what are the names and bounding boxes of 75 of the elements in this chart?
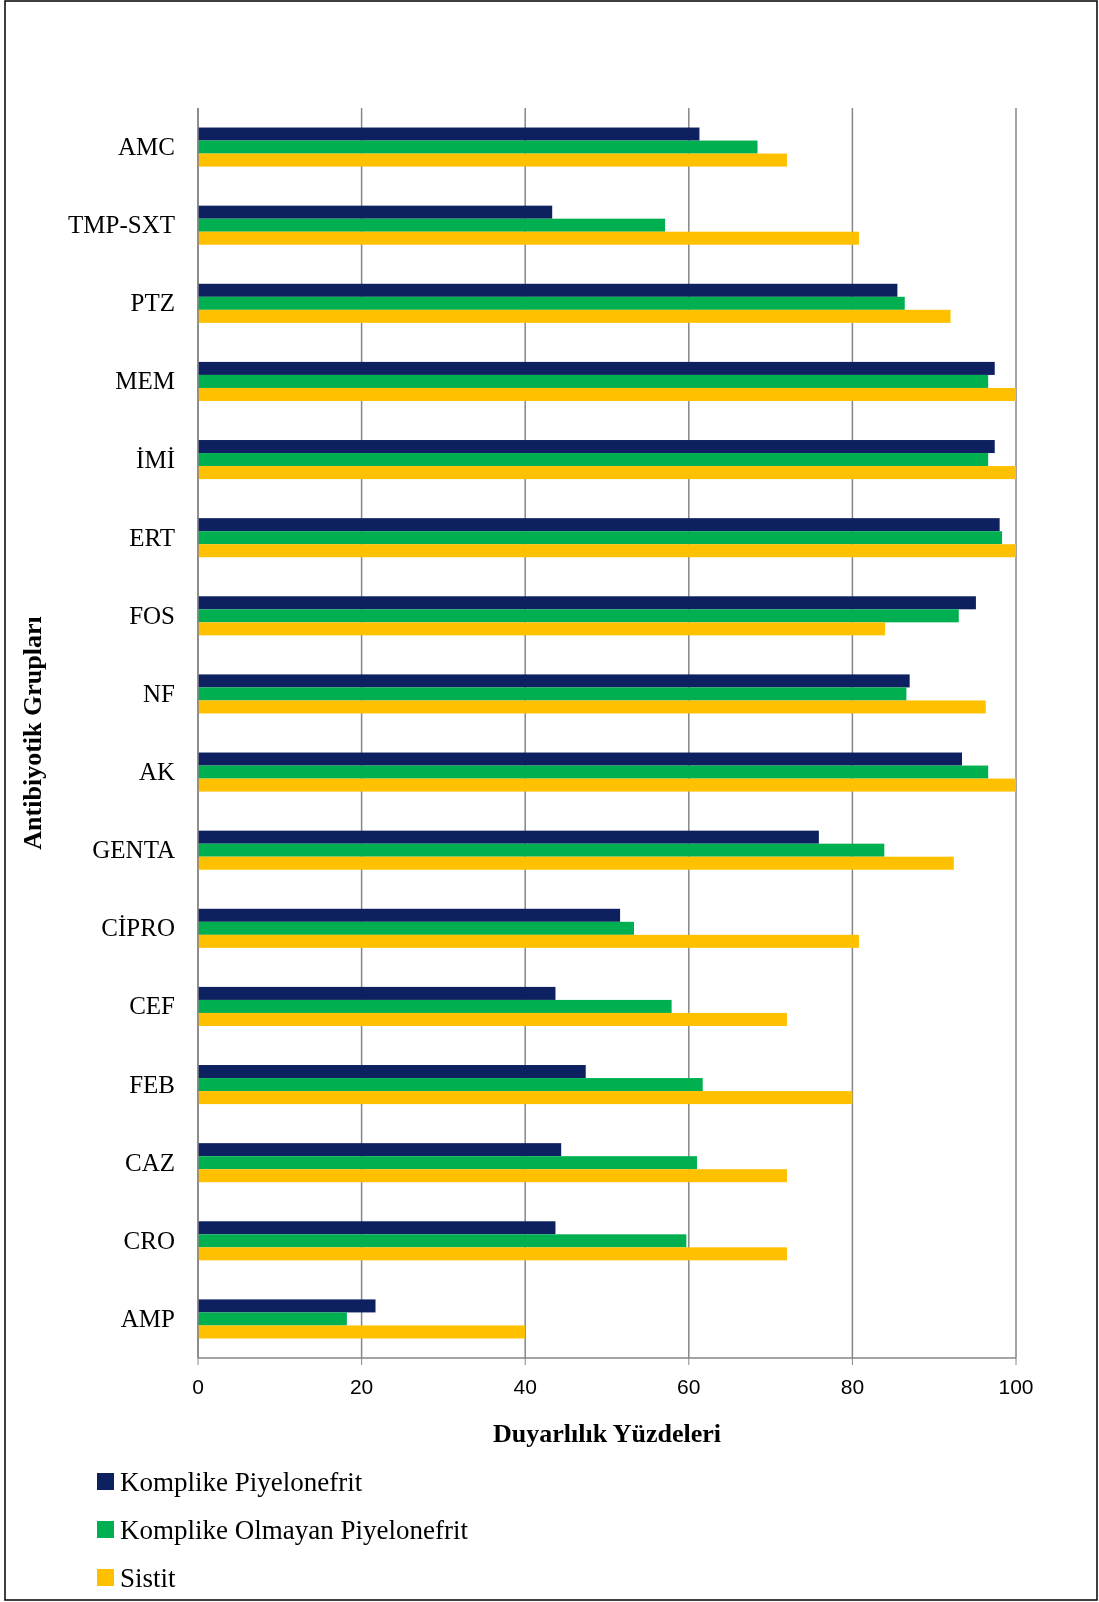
x-tick-label: 80 [840,1375,865,1398]
x-tick-label: 60 [677,1375,701,1398]
legend-label: Komplike Olmayan Piyelonefrit [120,1515,469,1545]
bar [198,921,634,935]
bar [198,1143,562,1157]
bar [198,856,954,870]
bar [198,609,959,623]
bar [198,1234,687,1248]
bar [198,934,859,948]
bar [198,700,986,714]
bar [198,1078,703,1092]
y-tick-label: AMC [118,133,175,161]
y-tick-label: CRO [123,1226,175,1254]
legend-label: Komplike Piyelonefrit [120,1467,363,1497]
y-tick-label: AK [138,758,175,786]
bar [198,778,1016,792]
bar [198,765,989,779]
bar [198,518,1000,532]
x-tick-label: 20 [349,1375,374,1398]
bar [198,296,905,310]
bar [198,1312,347,1326]
bar [198,544,1016,558]
bar [198,153,787,167]
bar [198,1065,586,1079]
x-tick-label: 0 [192,1375,204,1398]
bar [198,622,886,636]
bar [198,1325,526,1339]
bar [198,1247,787,1261]
bar [198,999,672,1013]
bar [198,140,758,154]
bar [198,1012,787,1026]
y-tick-label: AMP [120,1304,175,1332]
y-tick-label: NF [143,679,175,707]
bar [198,387,1016,401]
bar [198,843,885,857]
bar [198,596,976,610]
y-axis-title: Antibiyotik Grupları [18,616,47,850]
bar [198,752,963,766]
bar [198,361,995,375]
legend-label: Sistit [120,1563,177,1593]
y-tick-label: İMİ [136,445,175,473]
y-tick-label: FEB [129,1070,175,1098]
bar [198,674,910,688]
bar [198,1156,697,1170]
x-axis-title: Duyarlılık Yüzdeleri [493,1419,721,1448]
x-tick-label: 100 [998,1375,1034,1398]
bar [198,830,819,844]
bar [198,1299,376,1313]
bar [198,986,556,1000]
bar [198,231,859,245]
bar [198,466,1016,480]
y-tick-label: CAZ [125,1148,175,1176]
bar [198,127,700,141]
y-tick-label: CEF [129,992,175,1020]
y-tick-label: ERT [129,523,175,551]
bar [198,309,951,323]
y-tick-label: MEM [115,367,175,395]
bar [198,453,989,467]
y-tick-label: TMP-SXT [68,211,175,239]
bar [198,687,907,701]
bar [198,218,666,232]
bar [198,531,1003,545]
bar [198,908,621,922]
bar [198,283,898,297]
bar [198,1169,787,1183]
bar [198,374,989,388]
x-tick-label: 40 [513,1375,537,1398]
y-tick-label: GENTA [92,836,175,864]
y-tick-label: CİPRO [101,914,175,942]
bar [198,205,553,219]
bar [198,440,995,454]
bar [198,1221,556,1235]
y-tick-label: PTZ [130,289,175,317]
bar [198,1091,853,1105]
y-tick-label: FOS [129,601,175,629]
